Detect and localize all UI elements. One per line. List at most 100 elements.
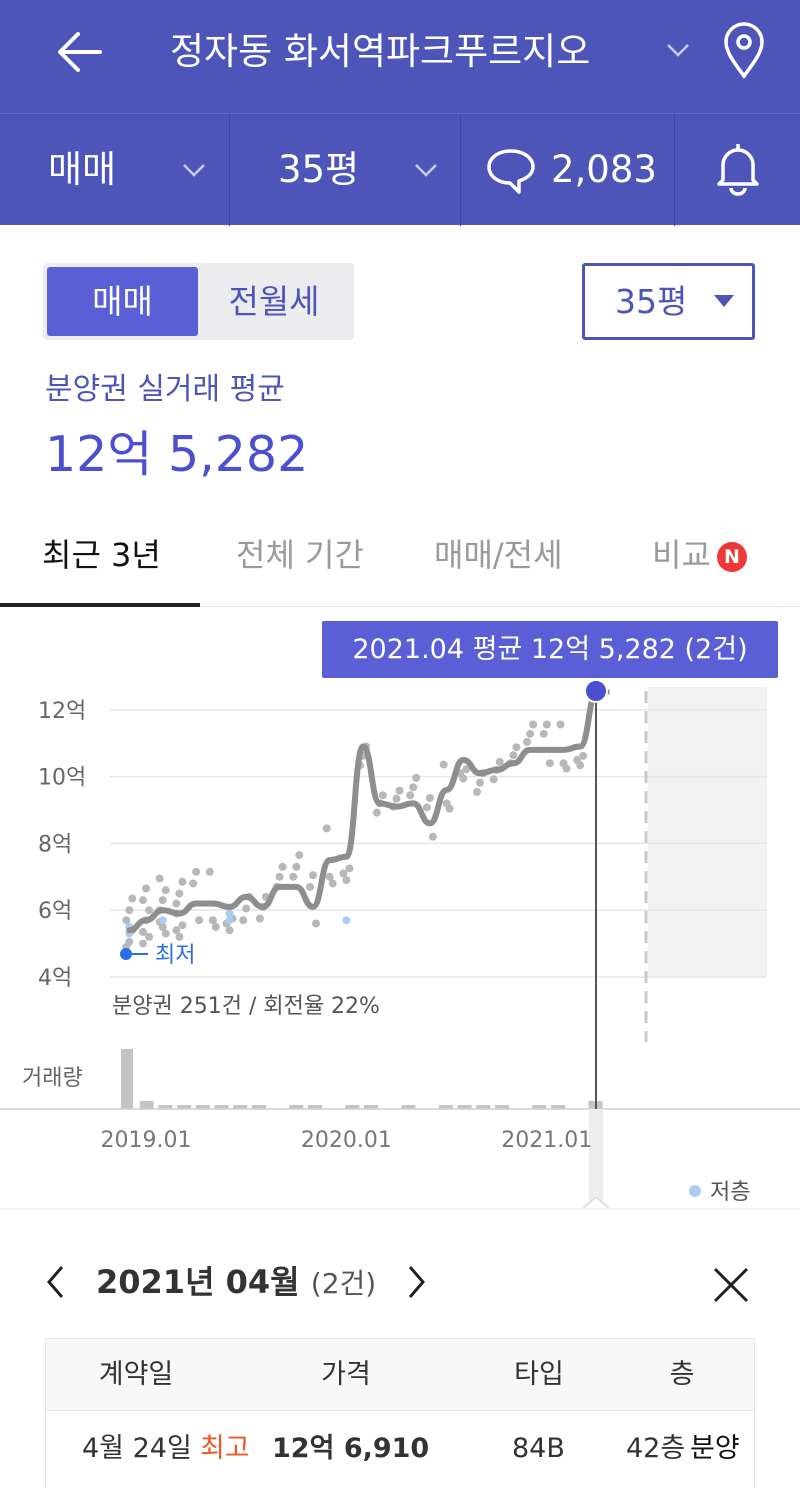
transaction-dot <box>556 720 565 729</box>
transaction-dot <box>145 932 153 941</box>
tab-sale-jeonse[interactable]: 매매/전세 <box>434 536 563 574</box>
transaction-dot <box>306 882 314 891</box>
transaction-dot <box>139 927 147 936</box>
next-month-button[interactable] <box>398 1262 432 1302</box>
col-price: 가격 <box>321 1359 371 1390</box>
transaction-dot <box>275 872 284 881</box>
segment-rent[interactable]: 전월세 <box>228 282 320 321</box>
transaction-dot <box>512 743 521 752</box>
trade-type-filter[interactable]: 매매 <box>0 114 229 226</box>
top-bar <box>0 0 800 113</box>
transaction-dot <box>178 877 187 886</box>
low-floor-dot <box>225 909 234 918</box>
row-price: 12억 6,910 <box>272 1433 430 1464</box>
transaction-dot <box>409 783 418 792</box>
transaction-dot <box>161 886 170 895</box>
comments-button[interactable]: 2,083 <box>461 114 674 226</box>
transaction-dot <box>172 926 181 935</box>
divider <box>229 114 230 226</box>
cursor-band <box>589 1109 603 1209</box>
transaction-dot <box>395 786 404 795</box>
transaction-dot <box>372 808 381 817</box>
volume-bar <box>551 1105 566 1109</box>
volume-bar <box>195 1105 210 1109</box>
transaction-dot <box>459 774 468 783</box>
transaction-dot <box>345 864 354 873</box>
volume-bar <box>251 1105 266 1109</box>
transaction-dot <box>175 932 184 941</box>
highlight-point[interactable] <box>584 679 608 703</box>
transaction-dot <box>125 906 134 915</box>
transaction-dot <box>462 765 471 774</box>
transaction-dot <box>422 803 431 812</box>
tab-recent-3-years[interactable]: 최근 3년 <box>42 536 161 574</box>
transaction-dot <box>529 720 538 729</box>
x-tick-label: 2020.01 <box>301 1128 392 1153</box>
volume-bar <box>495 1105 509 1109</box>
transaction-dot <box>155 874 164 883</box>
transaction-dot <box>322 824 331 833</box>
x-tick-label: 2021.01 <box>501 1128 592 1153</box>
transaction-dot <box>211 922 220 931</box>
price-line <box>126 689 600 934</box>
transaction-dot <box>325 872 334 881</box>
volume-bar <box>364 1105 379 1109</box>
volume-bar <box>457 1105 472 1109</box>
segment-sale[interactable]: 매매 <box>47 267 198 336</box>
lowest-label: 최저 <box>155 943 195 968</box>
transaction-dot <box>195 916 204 925</box>
transaction-dot <box>312 919 320 928</box>
chevron-down-icon[interactable] <box>662 36 694 64</box>
tab-compare[interactable]: 비교 N <box>652 520 747 590</box>
divider <box>674 114 675 226</box>
area-filter[interactable]: 35평 <box>230 114 460 226</box>
active-tab-indicator <box>0 603 200 607</box>
transaction-dot <box>178 921 187 930</box>
month-title: 2021년 04월 (2건) <box>96 1256 376 1310</box>
volume-bar <box>438 1105 453 1109</box>
transaction-dot <box>142 884 150 893</box>
transaction-dot <box>242 904 251 913</box>
close-icon[interactable] <box>708 1262 754 1308</box>
transaction-dot <box>526 729 535 738</box>
tab-all-period[interactable]: 전체 기간 <box>236 536 364 574</box>
transaction-dot <box>139 939 147 948</box>
transaction-dot <box>172 899 181 908</box>
low-floor-legend-dot <box>689 1185 701 1197</box>
trade-type-segment: 매매 전월세 <box>43 263 354 340</box>
month-count: (2건) <box>310 1267 377 1300</box>
transaction-dot <box>545 759 554 768</box>
chevron-down-icon <box>415 164 437 177</box>
volume-bar <box>308 1105 322 1109</box>
prev-month-button[interactable] <box>40 1262 74 1302</box>
price-chart[interactable]: 12억 10억 8억 6억 4억 2019.01 2020.01 2021.01 최저 분양… <box>0 607 800 1210</box>
bell-icon[interactable] <box>713 138 763 196</box>
volume-bar <box>476 1105 491 1109</box>
month-label: 2021년 04월 <box>96 1263 300 1301</box>
transaction-dot <box>239 916 248 925</box>
col-date: 계약일 <box>98 1359 174 1390</box>
x-tick-label: 2019.01 <box>101 1128 192 1153</box>
transaction-dot <box>175 889 184 898</box>
size-select[interactable]: 35평 <box>582 263 755 340</box>
low-floor-dot <box>158 916 167 925</box>
speech-bubble-icon <box>487 149 535 194</box>
volume-bar <box>177 1105 192 1109</box>
transaction-dot <box>128 894 137 903</box>
transaction-dot <box>406 791 415 800</box>
low-floor-legend: 저층 <box>710 1180 750 1205</box>
divider <box>460 114 461 226</box>
col-floor: 층 <box>669 1359 695 1390</box>
transaction-dot <box>161 929 170 938</box>
row-tag: 최고 <box>200 1433 250 1464</box>
back-arrow-icon[interactable] <box>52 24 108 80</box>
location-pin-icon[interactable] <box>718 20 770 80</box>
transaction-dot <box>189 879 198 888</box>
transaction-dot <box>445 804 454 813</box>
page-title[interactable]: 정자동 화서역파크푸르지오 <box>170 30 591 73</box>
transaction-dot <box>278 862 287 871</box>
y-tick-label: 8억 <box>38 832 72 857</box>
transaction-dot <box>576 761 585 770</box>
transaction-dot <box>255 914 264 923</box>
transaction-dot <box>378 791 387 800</box>
